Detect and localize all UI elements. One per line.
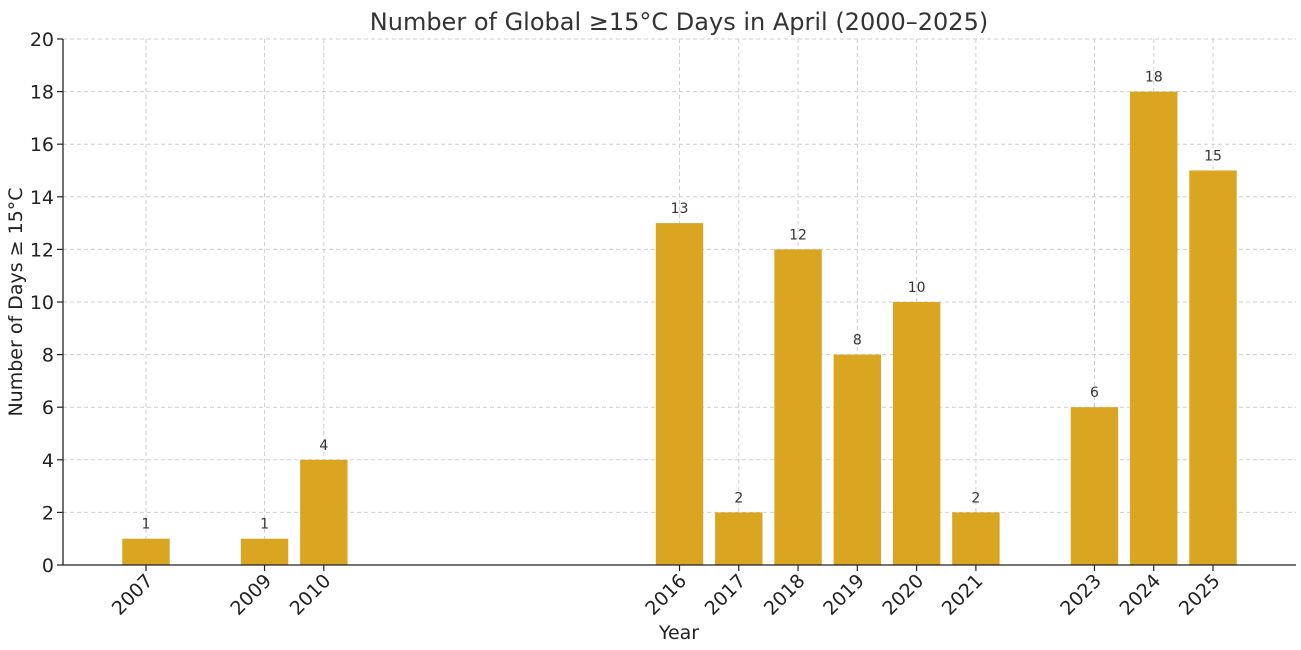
y-tick-label: 12 [30,239,54,261]
x-tick-label: 2010 [286,570,336,620]
x-axis-label: Year [658,622,699,644]
bar [892,302,941,565]
bar-value-label: 6 [1090,385,1099,401]
x-tick-label: 2023 [1056,570,1106,620]
x-tick-label: 2025 [1175,570,1225,620]
bar [655,223,704,565]
y-tick-label: 4 [42,450,54,472]
bar-value-label: 18 [1145,70,1163,86]
y-tick-label: 14 [30,187,54,209]
bar [715,512,763,565]
x-tick-label: 2016 [641,570,691,620]
bar [1070,407,1119,565]
bar [1189,170,1237,565]
bar [952,512,1000,565]
x-tick-label: 2024 [1116,570,1166,620]
bar-value-label: 10 [908,280,926,296]
bar-value-label: 1 [260,517,269,533]
bar [122,538,170,565]
x-tick-label: 2021 [938,570,988,620]
x-tick-label: 2009 [226,570,276,620]
bars [122,91,1237,565]
bar [300,459,348,565]
axes [57,38,1296,571]
bar [833,354,882,565]
labels: 0 2 4 6 8 10 12 14 16 18 20 1 2007 1 2009 4 2010 13 2016 2 2… [30,29,1225,620]
bar [774,249,822,565]
x-tick-label: 2020 [878,570,928,620]
bar-value-label: 4 [319,438,328,454]
y-tick-label: 16 [30,134,54,156]
x-tick-label: 2018 [760,570,810,620]
y-tick-label: 6 [42,397,54,419]
y-axis-label: Number of Days ≥ 15°C [5,187,27,416]
bar [1130,91,1178,565]
bar-value-label: 2 [971,490,980,506]
y-tick-label: 2 [42,502,54,524]
bar-value-label: 8 [853,333,862,349]
bar-value-label: 2 [734,490,743,506]
bar-value-label: 12 [789,227,807,243]
bar-value-label: 15 [1204,149,1222,165]
y-tick-label: 0 [42,555,54,577]
chart-title: Number of Global ≥15°C Days in April (20… [370,8,988,36]
x-tick-label: 2019 [819,570,869,620]
bar [240,538,289,565]
y-tick-label: 20 [30,29,54,51]
bar-value-label: 1 [142,517,151,533]
x-tick-label: 2017 [701,570,751,620]
x-tick-label: 2007 [108,570,158,620]
bar-value-label: 13 [671,201,689,217]
y-tick-label: 8 [42,345,54,367]
y-tick-label: 10 [30,292,54,314]
y-tick-label: 18 [30,82,54,104]
